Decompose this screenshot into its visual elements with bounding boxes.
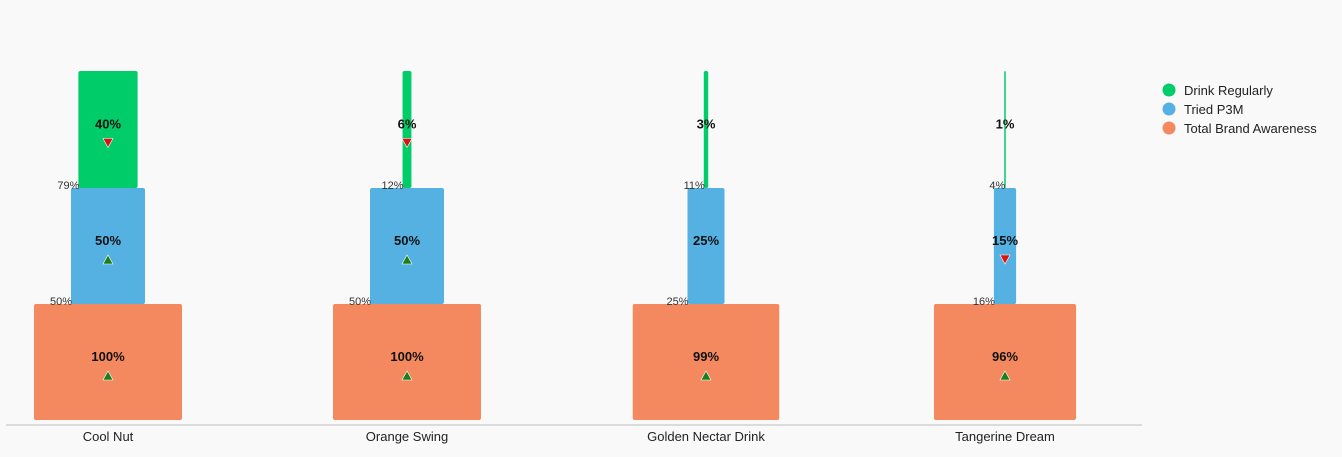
category-label: Golden Nectar Drink [647, 429, 765, 444]
conversion-label: 25% [666, 296, 688, 308]
legend-marker [1162, 102, 1176, 116]
trend-up-icon [999, 370, 1011, 381]
funnel-bar [687, 188, 725, 304]
conversion-label: 50% [50, 296, 72, 308]
category-label: Tangerine Dream [955, 429, 1055, 444]
bar-value-label: 15% [992, 233, 1018, 248]
bar-value-label: 100% [91, 349, 125, 364]
funnel-bar [402, 71, 412, 188]
conversion-label: 16% [973, 296, 995, 308]
legend-marker [1162, 83, 1176, 97]
bar-value-label: 50% [394, 233, 420, 248]
trend-up-icon [102, 254, 114, 265]
funnel-bar [333, 304, 481, 420]
funnel-bar [1004, 71, 1006, 188]
bar-value-label: 50% [95, 233, 121, 248]
category-group: 100% 50% 50% 6% 12% Orange Swing [333, 71, 481, 444]
funnel-bar [34, 304, 182, 420]
funnel-bar [370, 188, 444, 304]
category-label: Cool Nut [83, 429, 134, 444]
funnel-bar [71, 188, 145, 304]
trend-up-icon [401, 370, 413, 381]
bar-value-label: 99% [693, 349, 719, 364]
bar-value-label: 25% [693, 233, 719, 248]
funnel-bar [703, 71, 709, 188]
category-group: 96% 15% 16% 1% 4% Tangerine Dream [933, 71, 1077, 444]
trend-down-icon [401, 138, 413, 149]
trend-down-icon [999, 254, 1011, 265]
bar-value-label: 1% [996, 117, 1015, 132]
conversion-label: 11% [684, 180, 705, 192]
conversion-label: 50% [349, 296, 371, 308]
category-group: 99% 25% 25% 3% 11% Golden Nectar Drink [632, 71, 780, 444]
legend-marker [1162, 121, 1176, 135]
conversion-label: 12% [382, 180, 404, 192]
funnel-bar [632, 304, 780, 420]
trend-up-icon [401, 254, 413, 265]
bar-value-label: 6% [398, 117, 417, 132]
conversion-label: 79% [57, 180, 79, 192]
conversion-label: 4% [989, 180, 1005, 192]
bar-value-label: 100% [390, 349, 424, 364]
legend: Drink Regularly Tried P3M Total Brand Awar… [1162, 83, 1317, 136]
bar-value-label: 40% [95, 117, 121, 132]
funnel-bar [78, 71, 138, 188]
category-label: Orange Swing [366, 429, 448, 444]
bar-value-label: 96% [992, 349, 1018, 364]
trend-up-icon [700, 370, 712, 381]
category-group: 100% 50% 50% 40% 79% Cool Nut [34, 71, 182, 444]
trend-up-icon [102, 370, 114, 381]
trend-down-icon [102, 138, 114, 149]
legend-label: Drink Regularly [1184, 83, 1273, 98]
bar-value-label: 3% [697, 117, 716, 132]
legend-label: Total Brand Awareness [1184, 121, 1317, 136]
funnel-bar [993, 188, 1017, 304]
funnel-bar [933, 304, 1077, 420]
plot-area: 100% 50% 50% 40% 79% Cool Nut 100% 50% 50% 6% 12% O… [6, 71, 1142, 444]
legend-label: Tried P3M [1184, 102, 1243, 117]
